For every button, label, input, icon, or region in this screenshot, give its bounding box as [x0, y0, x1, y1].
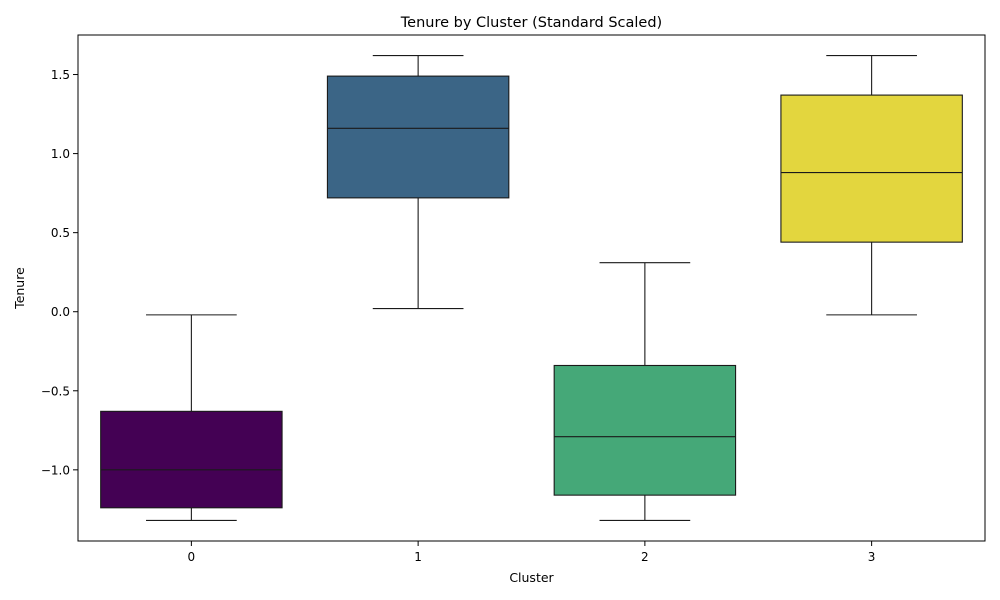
- box-cluster-0: [100, 410, 283, 509]
- box-cluster-1: [326, 75, 510, 199]
- x-tick-label: 3: [868, 550, 876, 564]
- box-cluster-3: [780, 94, 963, 243]
- x-tick-label: 2: [641, 550, 649, 564]
- plot-frame: [77, 34, 986, 542]
- x-tick-label: 1: [414, 550, 422, 564]
- chart-title: Tenure by Cluster (Standard Scaled): [400, 15, 662, 31]
- y-tick-label: 1.0: [51, 147, 70, 161]
- box-cluster-2: [553, 364, 737, 496]
- y-tick-label: 0.0: [51, 305, 70, 319]
- y-axis-label: Tenure: [12, 267, 27, 310]
- y-tick-label: 0.5: [51, 226, 70, 240]
- x-tick-label: 0: [188, 550, 196, 564]
- y-tick-label: −1.0: [41, 463, 70, 477]
- x-axis-label: Cluster: [509, 570, 554, 585]
- plot-area: −1.0 −0.5 0.0 0.5 1.0 1.5 0 1 2 3: [41, 55, 963, 564]
- y-tick-label: 1.5: [51, 68, 70, 82]
- y-tick-label: −0.5: [41, 384, 70, 398]
